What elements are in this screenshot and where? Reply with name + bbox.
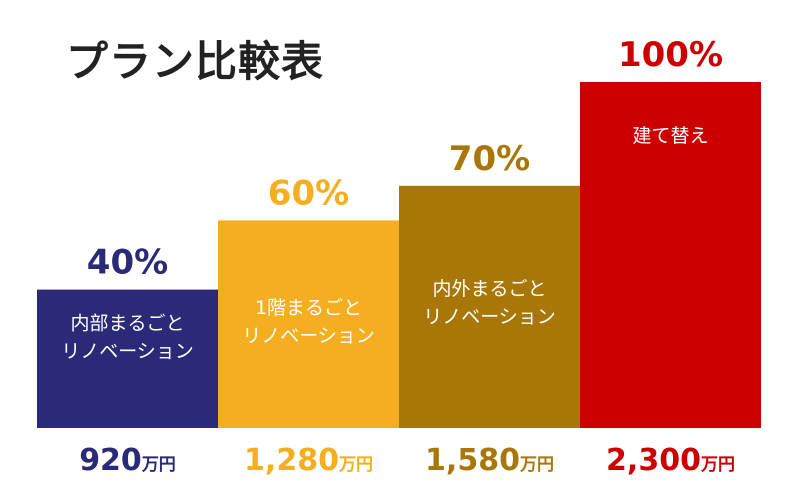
cost-number-3: 1,580 [425,443,520,478]
cost-unit-1: 万円 [141,455,176,475]
bar-3 [399,185,580,428]
bar-label-1-line-1: 内部まるごと [70,313,184,335]
cost-label-2: 1,280万円 [244,443,373,478]
cost-unit-3: 万円 [519,455,554,475]
chart-title: プラン比較表 [66,37,325,86]
cost-unit-2: 万円 [338,455,373,475]
bar-2 [218,220,399,428]
bar-label-3-line-2: リノベーション [423,306,556,328]
cost-number-1: 920 [79,443,142,478]
bar-label-3-line-1: 内外まるごと [432,278,546,300]
percent-label-4: 100% [618,35,723,75]
bar-label-2-line-2: リノベーション [242,325,375,347]
cost-label-4: 2,300万円 [606,443,735,478]
bar-4 [580,82,761,428]
cost-number-2: 1,280 [244,443,339,478]
bar-label-2-line-1: 1階まるごと [255,297,362,319]
cost-unit-4: 万円 [700,455,735,475]
bar-1 [37,289,218,428]
percent-label-1: 40% [87,243,168,283]
percent-label-3: 70% [449,139,530,179]
cost-number-4: 2,300 [606,443,701,478]
cost-label-3: 1,580万円 [425,443,554,478]
percent-label-2: 60% [268,173,349,213]
bar-label-4-line-1: 建て替え [632,125,708,147]
bar-label-1-line-2: リノベーション [61,341,194,363]
cost-label-1: 920万円 [79,443,176,478]
